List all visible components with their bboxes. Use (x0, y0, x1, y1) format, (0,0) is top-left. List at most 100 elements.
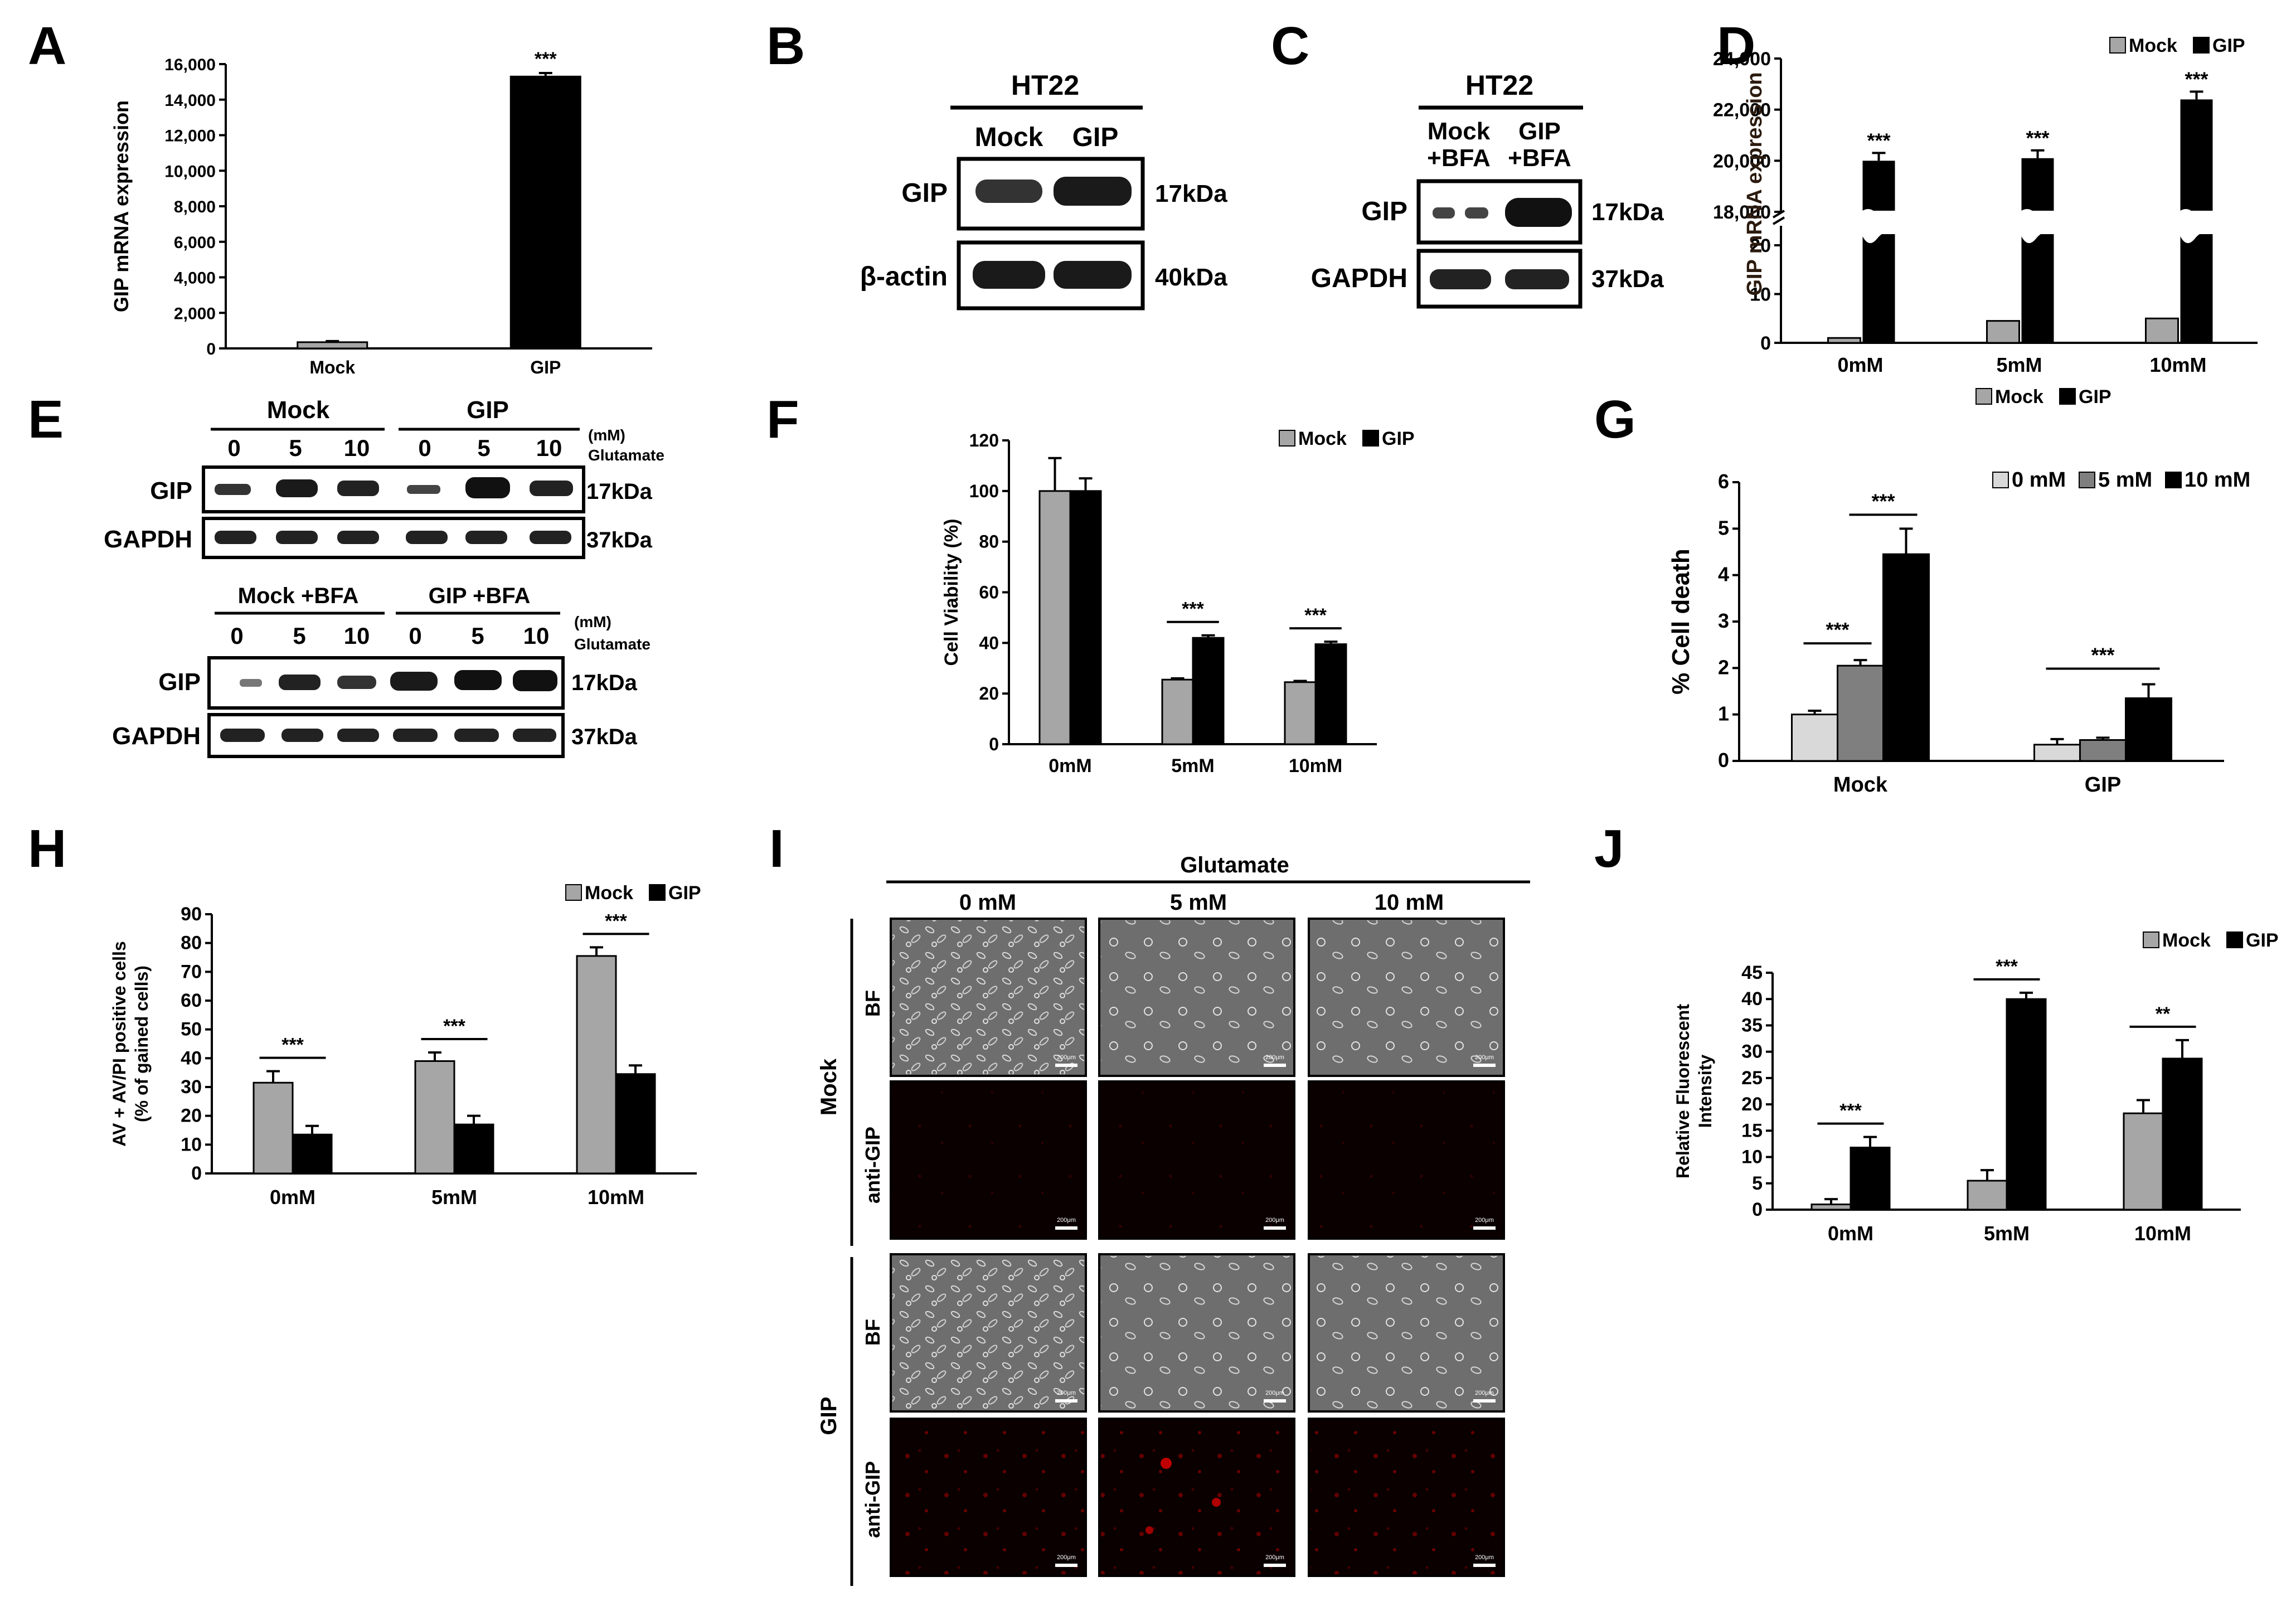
legend-swatch (2079, 472, 2095, 488)
scale-bar (1055, 1064, 1077, 1067)
blot-e-group-gip-bfa: GIP +BFA (429, 584, 531, 608)
blot-e-dose: 0 (409, 623, 421, 649)
panel-label-g: G (1594, 390, 1636, 449)
micro-header: Glutamate (1180, 853, 1289, 877)
bar (2145, 317, 2179, 344)
blot-e-dose: 10 (344, 435, 370, 461)
blot-e-row-gapdh-2: GAPDH (112, 722, 201, 750)
x-category-label: Mock (309, 357, 355, 377)
y-tick-label: 60 (181, 990, 202, 1011)
scale-bar-label: 200μm (1475, 1217, 1494, 1224)
scale-bar-label: 200μm (1057, 1554, 1076, 1561)
bar (2125, 697, 2172, 762)
blot-e-dose: 10 (523, 623, 550, 649)
y-tick-label: 0 (1752, 1199, 1763, 1220)
bar (1810, 1204, 1852, 1211)
y-tick-label: 10 (1741, 1147, 1763, 1168)
blot-e-dose: 0 (227, 435, 240, 461)
bar (1069, 490, 1102, 745)
blot-c-size-2: 37kDa (1591, 265, 1664, 293)
blot-c: HT22 Mock +BFA GIP +BFA GIP GAPDH 17kDa … (1311, 70, 1664, 309)
scale-bar-label: 200μm (1057, 1217, 1076, 1224)
blot-c-lane-2a: GIP (1518, 118, 1561, 145)
blot-b-size-2: 40kDa (1155, 264, 1227, 291)
y-tick-label: 8,000 (174, 198, 216, 216)
y-axis-label: GIP mRNA expression (110, 100, 133, 312)
legend-swatch (1279, 430, 1295, 447)
significance-marker: *** (535, 48, 557, 70)
scale-bar (1264, 1564, 1286, 1567)
bar (509, 75, 581, 350)
significance-marker: *** (1867, 129, 1890, 152)
panel-label-e: E (28, 390, 64, 449)
legend-swatch (1992, 472, 2009, 488)
image-texture (1101, 1083, 1293, 1237)
scale-bar-label: 200μm (1265, 1054, 1284, 1061)
significance-marker: *** (2185, 67, 2208, 90)
bar (2180, 234, 2213, 343)
legend-label: GIP (1382, 428, 1415, 449)
blot-e-dose: 0 (230, 623, 243, 649)
legend-swatch (2143, 931, 2159, 948)
bar (1791, 714, 1838, 762)
chart-a: 0 2,000 4,000 6,000 8,000 10,000 12,000 14,000 1… (110, 48, 652, 377)
y-tick-label: 70 (181, 961, 202, 982)
bar (297, 341, 368, 350)
legend-swatch (1975, 388, 1992, 405)
legend-label: Mock (1995, 386, 2043, 407)
panel-label-d: D (1717, 16, 1755, 76)
x-category-label: Mock (1833, 773, 1888, 797)
legend-swatch (2109, 37, 2126, 54)
scale-bar-label: 200μm (1475, 1054, 1494, 1061)
y-tick-label: 14,000 (164, 91, 216, 110)
blot-e-dose: 5 (289, 435, 302, 461)
blot-e-row-gapdh: GAPDH (104, 526, 192, 553)
y-tick-label: 30 (1741, 1041, 1763, 1062)
y-tick-label: 25 (1741, 1068, 1763, 1089)
blot-b-band (1054, 261, 1132, 289)
panel-label-j: J (1594, 819, 1624, 879)
panel-label-a: A (28, 16, 66, 76)
legend-label: 0 mM (2012, 468, 2066, 492)
bar (292, 1133, 333, 1175)
chart-h: 0 10 20 30 40 50 60 70 80 90 AV + AV/PI positive c… (109, 882, 701, 1209)
y-tick-label: 80 (181, 933, 202, 954)
bar (1862, 161, 1895, 211)
bar (1038, 490, 1071, 745)
panel-label-i: I (769, 819, 784, 879)
legend-label: GIP (668, 882, 701, 904)
axis-break (1772, 210, 1785, 219)
y-tick-label: 100 (969, 481, 999, 501)
image-texture (1310, 1083, 1502, 1237)
blot-e-box-3 (207, 656, 565, 710)
scale-bar (1473, 1064, 1496, 1067)
bar (1827, 337, 1861, 344)
x-category-label: GIP (2085, 773, 2121, 797)
micro-row-anti: anti-GIP (861, 1127, 884, 1204)
y-tick-label: 4 (1718, 563, 1729, 586)
y-tick-label: 80 (979, 532, 999, 552)
y-tick-label: 1 (1718, 702, 1729, 725)
y-tick-label: 20 (1741, 1094, 1763, 1115)
y-axis-label: Cell Viability (%) (941, 519, 962, 666)
y-tick-label: 6 (1718, 470, 1729, 493)
y-tick-label: 0 (989, 734, 999, 754)
blot-c-size-1: 17kDa (1591, 198, 1664, 226)
bar-break (2021, 209, 2054, 244)
x-category-label: 0mM (1837, 353, 1883, 376)
y-tick-label: 24,000 (1713, 48, 1771, 70)
micro-group-gip: GIP (817, 1397, 841, 1435)
bar (2021, 158, 2054, 211)
y-tick-label: 10 (1750, 284, 1771, 305)
bar (1986, 320, 2020, 344)
scale-bar (1473, 1564, 1496, 1567)
bar (1837, 664, 1884, 762)
image-texture (1310, 1256, 1502, 1410)
y-tick-label: 50 (181, 1019, 202, 1040)
blot-c-band (1505, 198, 1572, 227)
blot-b-lane-mock: Mock (975, 123, 1043, 152)
blot-b-band (973, 261, 1045, 289)
micro-col-5: 5 mM (1170, 890, 1227, 915)
legend-label: GIP (2246, 930, 2279, 951)
